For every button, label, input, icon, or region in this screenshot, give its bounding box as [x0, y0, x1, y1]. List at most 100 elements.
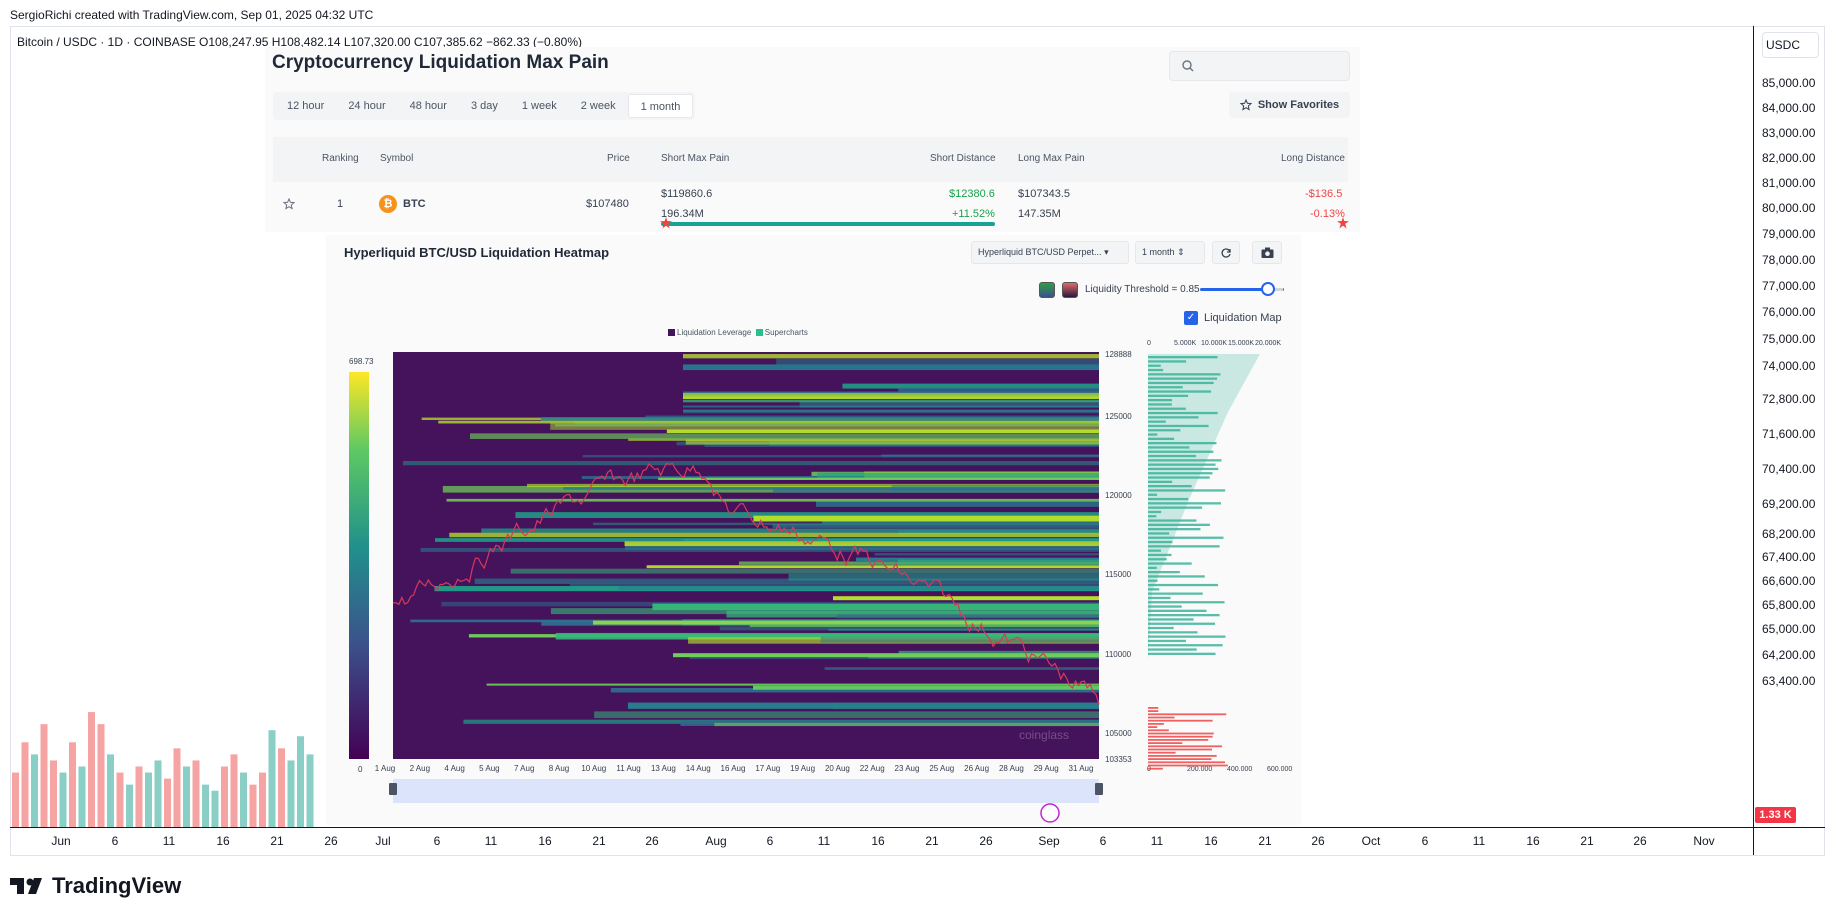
liquidity-band: [550, 422, 1099, 430]
legend-supercharts[interactable]: Supercharts: [764, 328, 808, 337]
row-symbol[interactable]: BTC: [403, 198, 426, 210]
exchange-select[interactable]: Hyperliquid BTC/USD Perpet... ▾: [971, 241, 1129, 264]
favorite-star-icon[interactable]: [283, 198, 295, 210]
price-tick: 66,600.00: [1762, 574, 1816, 588]
liquidity-band: [683, 400, 1099, 403]
header-ranking[interactable]: Ranking: [322, 153, 359, 164]
liquidity-band: [666, 429, 1099, 434]
liqmap-short-bar: [1148, 368, 1164, 372]
show-favorites-button[interactable]: Show Favorites: [1229, 92, 1350, 118]
liqmap-bottom-tick: 600.000: [1267, 766, 1292, 773]
volume-bar: [183, 766, 190, 827]
range-handle-right[interactable]: [1095, 783, 1103, 795]
timeframe-tab[interactable]: 24 hour: [348, 100, 386, 112]
timeframe-tab[interactable]: 1 week: [521, 100, 557, 112]
volume-bar: [240, 772, 247, 827]
volume-bar: [126, 784, 133, 827]
time-tick: 26: [1311, 834, 1325, 848]
symbol-ohlc-legend[interactable]: Bitcoin / USDC · 1D · COINBASE O108,247.…: [17, 35, 583, 49]
legend-swatch-leverage: [668, 329, 675, 337]
header-symbol[interactable]: Symbol: [380, 153, 414, 164]
chevron-updown-icon: ⇕: [1177, 247, 1185, 257]
liquidity-band: [891, 484, 1099, 491]
time-tick: 26: [324, 834, 338, 848]
timeframe-tab[interactable]: 12 hour: [287, 100, 325, 112]
currency-label[interactable]: USDC: [1762, 32, 1819, 58]
liquidity-band: [627, 702, 1099, 709]
liquidation-map-checkbox[interactable]: ✓: [1184, 311, 1198, 325]
volume-bar: [164, 778, 171, 827]
table-row[interactable]: 1 ₿ BTC $107480 $119860.6 196.34M $12380…: [273, 182, 1348, 227]
liquidity-band: [625, 543, 1099, 550]
tradingview-logo[interactable]: TradingView: [10, 873, 181, 899]
volume-bar: [278, 748, 285, 827]
timeframe-tab[interactable]: 48 hour: [409, 100, 447, 112]
liqmap-top-tick: 20.000K: [1255, 340, 1281, 347]
price-tick: 72,800.00: [1762, 392, 1816, 406]
time-tick: 16: [216, 834, 230, 848]
timeframe-tab[interactable]: 2 week: [580, 100, 616, 112]
liqmap-short-bar: [1148, 558, 1167, 561]
liquidity-band: [898, 650, 1099, 654]
liquidity-band: [593, 522, 1099, 526]
volume-bar: [230, 754, 238, 827]
timeframe-tab[interactable]: 3 day: [470, 100, 498, 112]
time-tick: 11: [817, 834, 831, 848]
liquidity-band: [753, 515, 1099, 522]
volume-bar: [192, 760, 200, 827]
liqmap-short-bar: [1148, 364, 1161, 367]
liqmap-long-bar: [1148, 742, 1183, 744]
liquidity-band: [772, 524, 1099, 528]
threshold-slider-knob[interactable]: [1261, 282, 1275, 296]
liqmap-short-bar: [1148, 399, 1173, 402]
volume-bar: [145, 772, 152, 827]
volume-bar: [88, 712, 95, 827]
liqmap-short-bar: [1148, 497, 1189, 501]
header-short-distance[interactable]: Short Distance: [930, 153, 996, 164]
liqmap-short-bar: [1148, 553, 1172, 557]
liqmap-short-bar: [1148, 394, 1189, 397]
range-handle-left[interactable]: [389, 783, 397, 795]
liquidity-band: [563, 486, 1099, 490]
liqmap-short-bar: [1148, 416, 1199, 419]
liquidity-band: [420, 547, 1099, 552]
liquidity-band: [898, 387, 1099, 392]
y-tick: 125000: [1105, 412, 1132, 421]
header-long-distance[interactable]: Long Distance: [1281, 153, 1345, 164]
row-short-value: 196.34M: [661, 208, 704, 220]
range-navigator[interactable]: [393, 779, 1099, 803]
liqmap-long-bar: [1148, 710, 1159, 712]
liquidation-heatmap[interactable]: 698.73 0 coinglass 128888 125000 120000 115000…: [326, 340, 1301, 825]
liqmap-long-bar: [1148, 729, 1169, 732]
show-favorites-label: Show Favorites: [1257, 99, 1340, 111]
liquidity-band: [486, 683, 1099, 686]
period-select[interactable]: 1 month ⇕: [1135, 241, 1205, 264]
timeframe-tab[interactable]: 1 month: [627, 94, 694, 118]
header-price[interactable]: Price: [607, 153, 630, 164]
liqmap-long-bar: [1148, 739, 1209, 741]
search-input[interactable]: [1169, 51, 1350, 81]
price-tick: 76,000.00: [1762, 305, 1816, 319]
screenshot-button[interactable]: [1252, 241, 1282, 264]
header-short-max-pain[interactable]: Short Max Pain: [661, 153, 730, 164]
time-tick: Oct: [1361, 834, 1381, 848]
x-tick: 26 Aug: [964, 764, 989, 773]
refresh-button[interactable]: [1212, 241, 1240, 264]
volume-bar: [116, 772, 124, 827]
threshold-slider-track[interactable]: [1200, 288, 1284, 291]
liqmap-short-bar: [1148, 377, 1218, 380]
price-tick: 74,000.00: [1762, 359, 1816, 373]
colorbar: [349, 372, 369, 759]
header-long-max-pain[interactable]: Long Max Pain: [1018, 153, 1085, 164]
legend-leverage[interactable]: Liquidation Leverage: [677, 328, 752, 337]
liqmap-long-bar: [1148, 726, 1158, 728]
liqmap-short-bar: [1148, 459, 1222, 462]
price-tick: 84,000.00: [1762, 101, 1816, 115]
color-scheme-green-swatch[interactable]: [1039, 282, 1055, 298]
liqmap-short-bar: [1148, 360, 1187, 363]
color-scheme-red-swatch[interactable]: [1062, 282, 1078, 298]
liquidity-threshold-label: Liquidity Threshold = 0.85: [1085, 284, 1200, 295]
liqmap-bottom-tick: 200.000: [1187, 766, 1212, 773]
lightning-icon[interactable]: [1040, 803, 1060, 823]
liqmap-short-bar: [1148, 429, 1181, 432]
